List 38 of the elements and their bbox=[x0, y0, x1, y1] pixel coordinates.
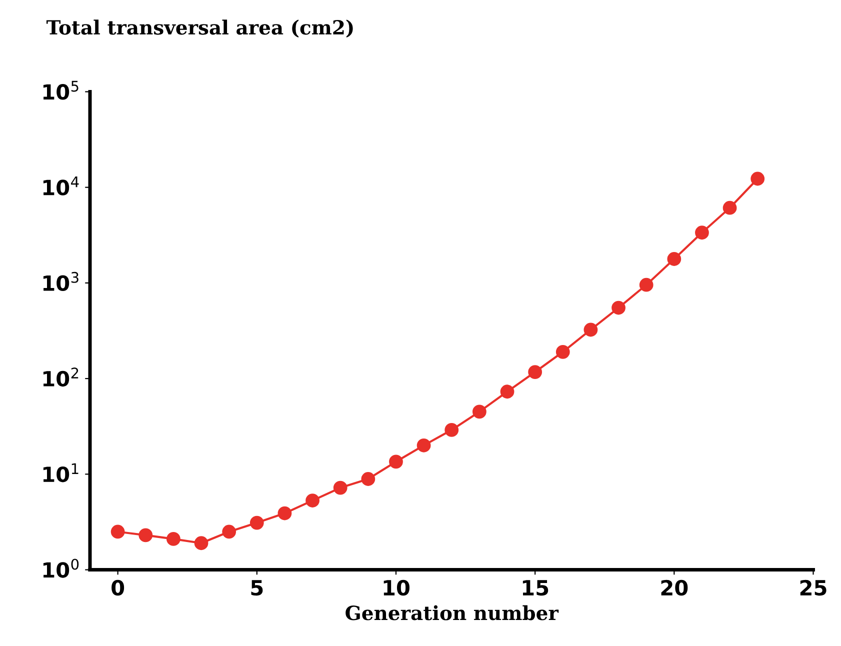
x-tick-label: 0 bbox=[112, 580, 124, 596]
chart-title: Total transversal area (cm2) bbox=[46, 20, 353, 38]
point bbox=[361, 472, 376, 486]
point bbox=[416, 438, 431, 452]
point bbox=[472, 404, 486, 419]
x-tick-label: 20 bbox=[661, 580, 688, 596]
x-tick-label: 15 bbox=[522, 580, 548, 596]
point bbox=[584, 322, 598, 337]
point bbox=[138, 528, 153, 542]
x-axis-title: Generation number bbox=[346, 605, 559, 620]
point bbox=[722, 200, 737, 215]
y-tick-label: 10$^{1}$ bbox=[43, 463, 78, 482]
point bbox=[528, 365, 542, 379]
point bbox=[194, 536, 208, 550]
y-tick-label: 10$^{4}$ bbox=[43, 176, 79, 196]
y-tick-label: 10$^{2}$ bbox=[43, 368, 78, 387]
point bbox=[556, 344, 570, 359]
point bbox=[500, 384, 514, 399]
point bbox=[750, 172, 765, 186]
point bbox=[278, 506, 292, 520]
point bbox=[695, 226, 709, 240]
x-tick-label: 10 bbox=[384, 580, 410, 596]
point bbox=[612, 300, 626, 315]
x-tick-label: 5 bbox=[251, 580, 263, 596]
point bbox=[250, 516, 264, 530]
x-tick-label: 25 bbox=[800, 580, 826, 596]
point bbox=[222, 524, 236, 539]
y-tick-label: 10$^{5}$ bbox=[43, 80, 78, 100]
y-tick-label: 10$^{3}$ bbox=[43, 272, 78, 291]
point bbox=[444, 423, 459, 437]
point bbox=[667, 252, 682, 266]
point bbox=[333, 480, 348, 495]
point bbox=[166, 532, 180, 546]
y-tick-label: 10$^{0}$ bbox=[43, 558, 79, 578]
point bbox=[639, 278, 654, 292]
point bbox=[110, 524, 125, 539]
point bbox=[389, 454, 403, 469]
point bbox=[306, 494, 320, 508]
